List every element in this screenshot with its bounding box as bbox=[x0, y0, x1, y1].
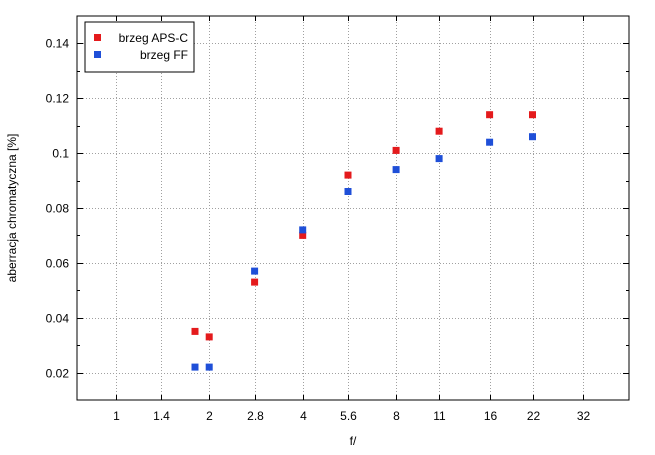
x-tick-label: 32 bbox=[577, 409, 591, 423]
data-points bbox=[191, 111, 536, 371]
data-point-series-1 bbox=[529, 133, 536, 141]
x-axis-label: f/ bbox=[350, 434, 357, 448]
y-axis-label: aberracja chromatyczna [%] bbox=[5, 134, 19, 283]
legend-label-aps-c: brzeg APS-C bbox=[119, 31, 189, 45]
x-tick-label: 2.8 bbox=[247, 409, 264, 423]
data-point-series-1 bbox=[344, 188, 352, 195]
y-tick-label: 0.12 bbox=[46, 92, 70, 106]
x-tick-label: 4 bbox=[300, 409, 307, 423]
x-tick-label: 1 bbox=[113, 409, 120, 423]
data-point-series-1 bbox=[191, 363, 199, 371]
data-point-series-1 bbox=[205, 363, 213, 371]
data-point-series-0 bbox=[251, 278, 259, 286]
y-tick-label: 0.14 bbox=[46, 37, 70, 51]
y-tick-label: 0.02 bbox=[46, 367, 70, 381]
legend-marker-aps-c bbox=[94, 34, 101, 41]
data-point-series-0 bbox=[191, 327, 199, 335]
x-tick-label: 5.6 bbox=[340, 409, 357, 423]
x-tick-label: 1.4 bbox=[153, 409, 170, 423]
x-tick-label: 8 bbox=[393, 409, 400, 423]
y-tick-label: 0.04 bbox=[46, 312, 70, 326]
y-tick-labels: 0.02 0.04 0.06 0.08 0.1 0.12 0.14 bbox=[46, 37, 70, 381]
data-point-series-1 bbox=[299, 226, 307, 234]
data-point-series-0 bbox=[344, 171, 352, 179]
data-point-series-0 bbox=[529, 111, 536, 119]
legend-box bbox=[84, 21, 195, 73]
data-point-series-1 bbox=[392, 166, 400, 174]
data-point-series-0 bbox=[205, 333, 213, 341]
x-tick-label: 22 bbox=[527, 409, 541, 423]
legend: brzeg APS-C brzeg FF bbox=[84, 21, 195, 73]
legend-label-ff: brzeg FF bbox=[140, 48, 188, 62]
data-point-series-0 bbox=[299, 231, 307, 239]
x-tick-labels: 1 1.4 2 2.8 4 5.6 8 11 16 22 32 bbox=[113, 409, 590, 423]
y-tick-label: 0.08 bbox=[46, 202, 70, 216]
grid bbox=[77, 16, 629, 400]
data-point-series-0 bbox=[435, 127, 443, 135]
x-tick-label: 2 bbox=[206, 409, 213, 423]
data-point-series-0 bbox=[392, 146, 400, 154]
data-point-series-1 bbox=[486, 138, 494, 146]
x-tick-label: 11 bbox=[433, 409, 446, 423]
y-tick-label: 0.06 bbox=[46, 257, 70, 271]
axis-ticks bbox=[77, 16, 629, 400]
legend-marker-ff bbox=[94, 51, 101, 58]
y-tick-label: 0.1 bbox=[52, 147, 69, 161]
data-point-series-0 bbox=[486, 111, 494, 119]
data-point-series-1 bbox=[251, 267, 259, 275]
x-tick-label: 16 bbox=[484, 409, 498, 423]
data-point-series-1 bbox=[435, 155, 443, 163]
